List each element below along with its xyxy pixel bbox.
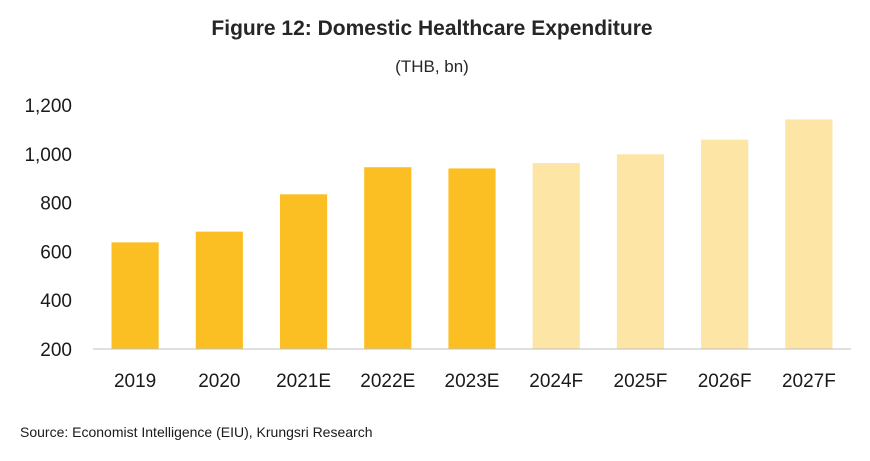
chart-subtitle: (THB, bn) xyxy=(395,57,469,76)
bar-2020 xyxy=(195,231,243,349)
source-note: Source: Economist Intelligence (EIU), Kr… xyxy=(20,424,372,440)
x-tick-label: 2022E xyxy=(360,371,415,392)
y-tick-label: 600 xyxy=(40,242,72,263)
y-tick-label: 400 xyxy=(40,291,72,312)
bars xyxy=(111,119,833,350)
x-tick-label: 2024F xyxy=(529,371,583,392)
bar-2023e xyxy=(448,168,496,349)
y-tick-label: 1,000 xyxy=(24,145,72,166)
x-tick-label: 2023E xyxy=(445,371,500,392)
bar-2026f xyxy=(701,139,749,349)
x-tick-label: 2027F xyxy=(782,371,836,392)
x-axis: 2019 2020 2021E 2022E 2023E 2024F 2025F 2026F 20… xyxy=(114,371,836,392)
x-tick-label: 2019 xyxy=(114,371,156,392)
y-tick-label: 1,200 xyxy=(24,96,72,117)
bar-2025f xyxy=(616,154,665,349)
x-tick-label: 2020 xyxy=(198,371,240,392)
x-tick-label: 2025F xyxy=(614,371,668,392)
bar-2027f xyxy=(785,119,833,350)
x-tick-label: 2026F xyxy=(698,371,752,392)
bar-2024f xyxy=(532,163,580,349)
x-tick-label: 2021E xyxy=(276,371,331,392)
bar-2022e xyxy=(364,167,412,349)
y-tick-label: 200 xyxy=(40,340,72,361)
bar-2021e xyxy=(279,194,328,349)
chart-title: Figure 12: Domestic Healthcare Expenditu… xyxy=(211,17,652,40)
y-axis: 200 400 600 800 1,000 1,200 xyxy=(24,96,72,361)
y-tick-label: 800 xyxy=(40,194,72,215)
bar-2019 xyxy=(111,242,159,349)
